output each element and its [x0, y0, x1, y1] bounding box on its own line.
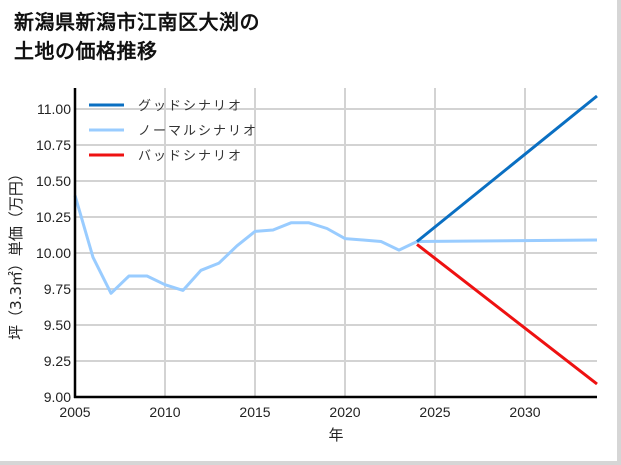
x-axis-label: 年 — [328, 426, 343, 444]
x-tick-label: 2010 — [149, 404, 180, 420]
chart-title-line2: 土地の価格推移 — [14, 39, 158, 63]
y-tick-label: 10.25 — [36, 209, 71, 225]
y-tick-label: 11.00 — [37, 101, 71, 117]
legend-label: バッドシナリオ — [138, 149, 243, 164]
y-axis-label: 坪（3.3㎡）単価（万円） — [7, 166, 25, 340]
axes — [73, 88, 597, 399]
y-tick-label: 10.75 — [36, 137, 71, 153]
x-tick-label: 2005 — [59, 404, 90, 420]
series-line-0 — [416, 94, 598, 243]
series-line-2 — [416, 243, 598, 386]
y-tick-label: 9.50 — [44, 317, 71, 333]
y-tick-label: 9.75 — [44, 281, 71, 297]
y-tick-label: 10.50 — [36, 173, 71, 189]
data-lines — [73, 94, 598, 386]
y-tick-label: 10.00 — [36, 245, 71, 261]
legend-label: グッドシナリオ — [138, 99, 243, 114]
x-tick-label: 2015 — [239, 404, 270, 420]
tick-labels: 9.00 9.25 9.50 9.75 10.00 10.25 10.50 10.75 11.0… — [36, 101, 541, 420]
x-tick-label: 2025 — [419, 404, 450, 420]
y-tick-label: 9.25 — [44, 353, 71, 369]
y-tick-label: 9.00 — [44, 389, 71, 405]
x-tick-label: 2030 — [509, 404, 540, 420]
chart-title-line1: 新潟県新潟市江南区大渕の — [14, 10, 260, 34]
x-tick-label: 2020 — [329, 404, 360, 420]
series-line-1 — [73, 194, 598, 295]
chart-title: 新潟県新潟市江南区大渕の 土地の価格推移 — [14, 8, 260, 66]
legend-label: ノーマルシナリオ — [138, 124, 258, 139]
